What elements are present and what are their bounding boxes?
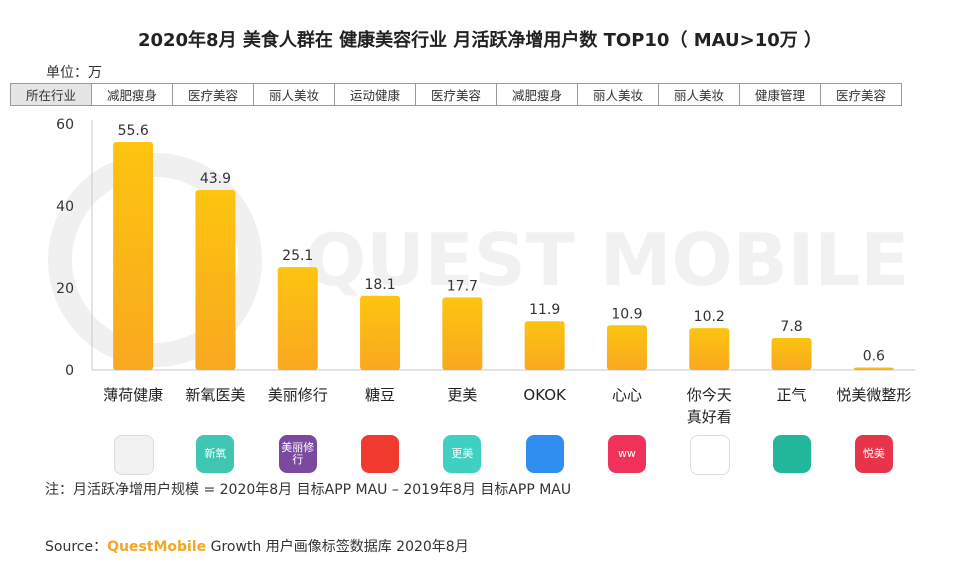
source-prefix: Source： (45, 539, 108, 555)
x-category-label: 正气 (777, 386, 807, 404)
x-category-label: 美丽修行 (268, 386, 328, 404)
bar (195, 190, 236, 370)
x-category-label: 你今天 (687, 386, 732, 404)
industry-cell: 健康管理 (739, 83, 821, 106)
y-tick-label: 20 (56, 281, 74, 297)
industry-header-cell: 所在行业 (10, 83, 92, 106)
x-category-label: 真好看 (687, 408, 732, 426)
x-category-label: 悦美微整形 (836, 386, 911, 404)
bar-value-label: 10.9 (611, 306, 642, 322)
chart-title: 2020年8月 美食人群在 健康美容行业 月活跃净增用户数 TOP10（ MAU… (137, 30, 823, 51)
zhengqi-app-icon (772, 435, 811, 473)
x-category-label: 新氧医美 (185, 386, 245, 404)
y-tick-label: 0 (65, 363, 74, 379)
bar-value-label: 11.9 (529, 302, 560, 318)
nijintian-app-icon (690, 435, 731, 475)
x-category-label: 薄荷健康 (103, 386, 163, 404)
industry-cell: 运动健康 (334, 83, 416, 106)
industry-cell: 医疗美容 (172, 83, 254, 106)
bar-value-label: 17.7 (447, 278, 478, 294)
source-suffix: Growth 用户画像标签数据库 2020年8月 (206, 539, 469, 555)
x-category-label: 心心 (612, 386, 642, 404)
xinxin-app-icon: ww (607, 435, 646, 473)
questmobile-brand: QuestMobile (107, 539, 207, 555)
bar (524, 321, 565, 370)
industry-cell: 医疗美容 (415, 83, 497, 106)
x-category-label: 更美 (447, 386, 477, 404)
industry-cell: 减肥瘦身 (91, 83, 173, 106)
bar-value-label: 10.2 (694, 309, 725, 325)
bar-value-label: 7.8 (780, 319, 802, 335)
bar (360, 295, 401, 370)
bar-value-label: 0.6 (863, 349, 885, 365)
industry-cell: 丽人美妆 (253, 83, 335, 106)
industry-cell: 医疗美容 (820, 83, 902, 106)
unit-label: 单位：万 (46, 65, 102, 81)
bar-value-label: 43.9 (200, 171, 231, 187)
meilixiuxing-app-icon: 美丽修行 (278, 435, 317, 473)
bohe-app-icon (114, 435, 155, 475)
bar (771, 338, 812, 370)
industry-cell: 丽人美妆 (658, 83, 740, 106)
bar-value-label: 25.1 (282, 248, 313, 264)
source-line: Source：QuestMobile Growth 用户画像标签数据库 2020… (45, 536, 469, 556)
industry-cell: 丽人美妆 (577, 83, 659, 106)
industry-table: 所在行业 减肥瘦身 医疗美容 丽人美妆 运动健康 医疗美容 减肥瘦身 丽人美妆 … (10, 83, 902, 106)
footnote: 注：月活跃净增用户规模 = 2020年8月 目标APP MAU – 2019年8… (45, 482, 572, 498)
bar (606, 325, 647, 370)
y-tick-label: 60 (56, 117, 74, 133)
bar-value-label: 18.1 (364, 277, 395, 293)
bar (853, 367, 894, 370)
okok-app-icon (525, 435, 564, 473)
bar-chart: 0 20 40 60 55.6 薄荷健康 43.9 新氧医美 25.1 美丽修行 18.1 糖豆 17… (56, 117, 915, 426)
gengmei-app-icon: 更美 (443, 435, 482, 473)
x-category-label: 糖豆 (365, 386, 395, 404)
yuemei-app-icon: 悦美 (854, 435, 893, 473)
bar (113, 142, 154, 370)
bar (277, 267, 318, 370)
x-category-label: OKOK (523, 386, 567, 404)
bar (442, 297, 483, 370)
xinyang-app-icon: 新氧 (196, 435, 235, 473)
tangdou-app-icon (361, 435, 400, 473)
bar (689, 328, 730, 370)
y-tick-label: 40 (56, 199, 74, 215)
bar-value-label: 55.6 (118, 123, 149, 139)
